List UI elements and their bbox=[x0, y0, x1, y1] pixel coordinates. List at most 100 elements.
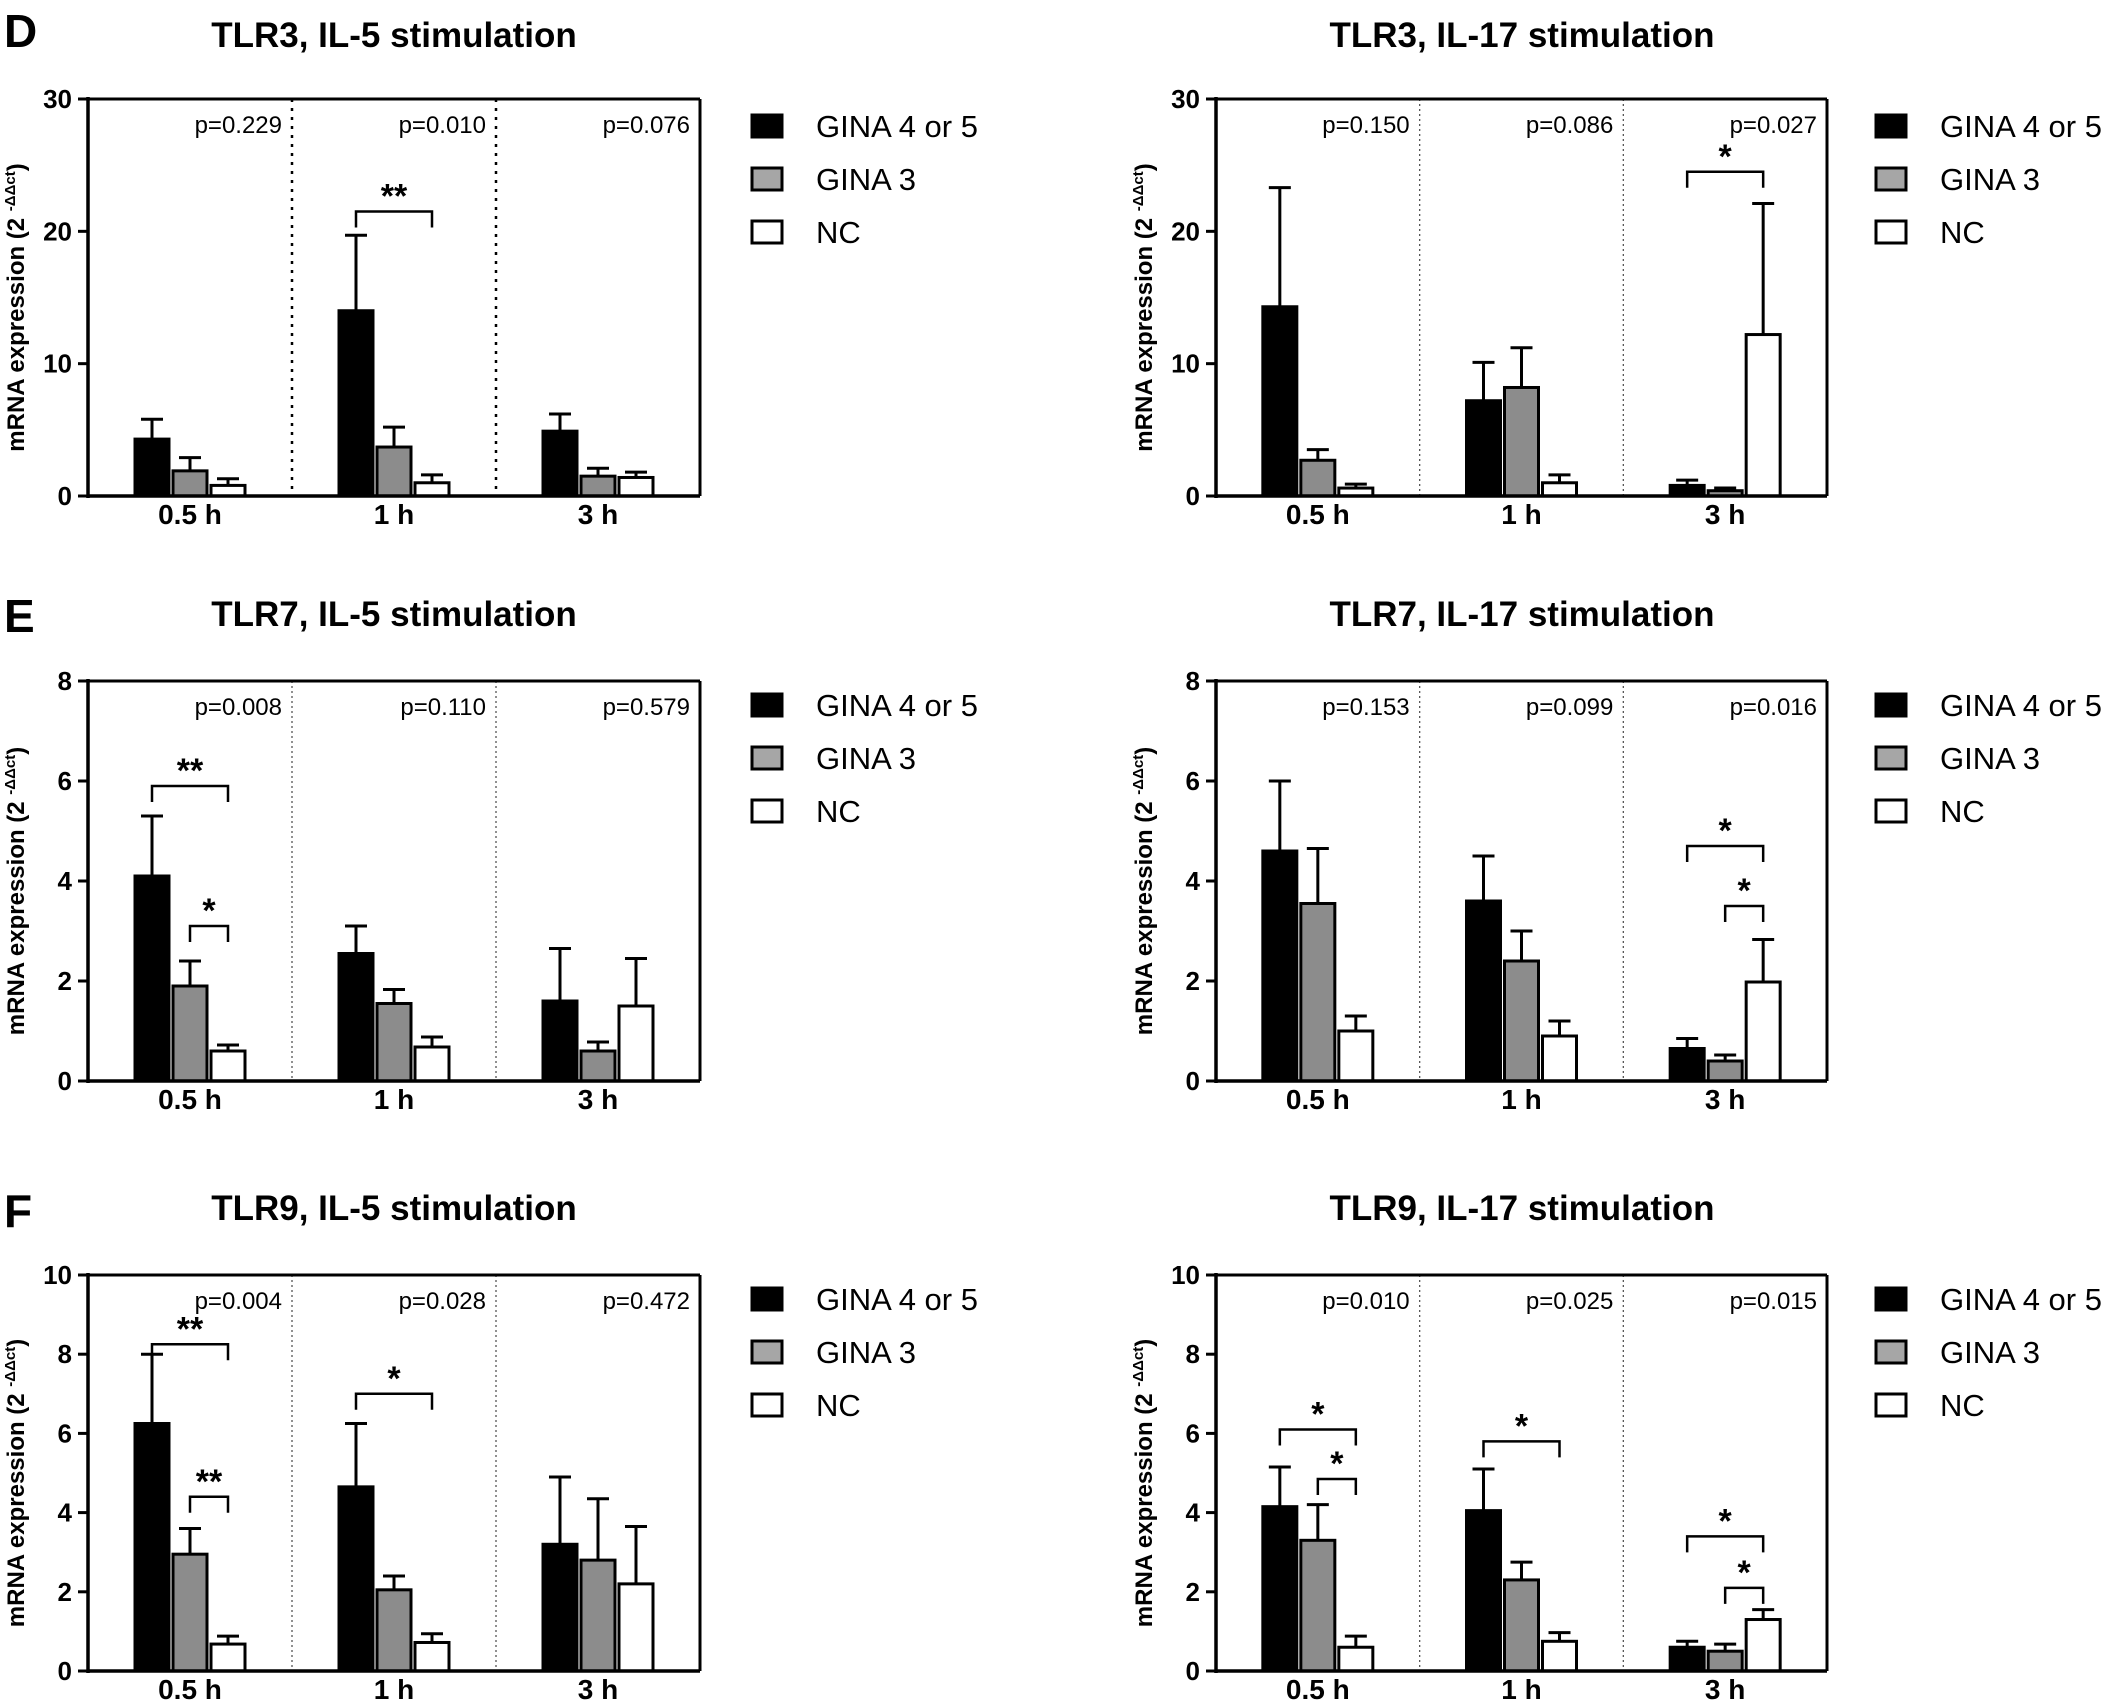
y-axis-title-main: mRNA expression (2 bbox=[3, 211, 30, 452]
bar-gina-4-or-5 bbox=[133, 1422, 171, 1673]
significance-bracket bbox=[150, 1343, 230, 1361]
significance-marker: * bbox=[1311, 1395, 1325, 1433]
bar-gina-3 bbox=[171, 984, 209, 1083]
chart-panel-1: TLR3, IL-5 stimulation 0 10 20 30 mRNA expres… bbox=[2, 16, 978, 530]
legend-label: NC bbox=[1940, 794, 1985, 829]
y-tick-label: 4 bbox=[1186, 866, 1201, 896]
bar-nc bbox=[1541, 481, 1578, 498]
x-tick-label: 3 h bbox=[1705, 499, 1745, 530]
bar-nc bbox=[1337, 1029, 1375, 1083]
significance-marker: * bbox=[202, 892, 216, 930]
y-tick-label: 6 bbox=[58, 766, 72, 796]
legend-label: GINA 3 bbox=[1940, 1335, 2040, 1370]
y-axis-title-main: mRNA expression (2 bbox=[1131, 795, 1158, 1036]
bar-nc bbox=[413, 481, 451, 498]
chart-title: TLR7, IL-5 stimulation bbox=[211, 595, 577, 634]
significance-marker: * bbox=[387, 1360, 401, 1398]
significance-bracket bbox=[354, 210, 434, 228]
significance-marker: ** bbox=[177, 752, 204, 790]
significance-bracket bbox=[1685, 1535, 1765, 1553]
bar-gina-3 bbox=[1706, 1059, 1744, 1083]
legend-label: GINA 4 or 5 bbox=[1940, 1282, 2102, 1317]
y-axis-title-exponent: -ΔΔct bbox=[1130, 755, 1147, 795]
bar-nc bbox=[617, 475, 655, 498]
y-tick-label: 6 bbox=[58, 1418, 72, 1448]
x-tick-label: 0.5 h bbox=[1286, 1674, 1350, 1700]
bar-gina-4-or-5 bbox=[541, 429, 579, 498]
y-tick-label: 10 bbox=[43, 349, 72, 379]
bar-gina-3 bbox=[579, 1558, 617, 1673]
bar-gina-4-or-5 bbox=[541, 1542, 579, 1673]
bar-gina-3 bbox=[1503, 385, 1540, 498]
significance-bracket bbox=[1685, 844, 1765, 862]
legend-label: GINA 3 bbox=[816, 1335, 916, 1370]
p-value-label: p=0.110 bbox=[400, 694, 486, 721]
x-tick-label: 1 h bbox=[374, 1674, 414, 1700]
bar-nc bbox=[1337, 1645, 1375, 1673]
p-value-label: p=0.076 bbox=[603, 112, 690, 139]
x-tick-label: 3 h bbox=[578, 1084, 618, 1115]
y-tick-label: 4 bbox=[58, 866, 73, 896]
significance-bracket bbox=[1316, 1477, 1358, 1495]
p-value-label: p=0.016 bbox=[1730, 694, 1817, 721]
y-tick-label: 0 bbox=[58, 481, 72, 511]
bar-gina-3 bbox=[171, 1552, 209, 1673]
legend-swatch bbox=[750, 219, 784, 245]
legend-swatch bbox=[1874, 798, 1908, 824]
bar-gina-4-or-5 bbox=[1261, 305, 1299, 498]
y-tick-label: 8 bbox=[1186, 1339, 1200, 1369]
legend-label: GINA 3 bbox=[816, 162, 916, 197]
significance-bracket bbox=[1723, 1586, 1765, 1604]
legend-label: GINA 3 bbox=[1940, 741, 2040, 776]
p-value-label: p=0.579 bbox=[603, 694, 690, 721]
significance-marker: * bbox=[1515, 1407, 1529, 1445]
chart-title: TLR3, IL-17 stimulation bbox=[1329, 16, 1714, 55]
bar-gina-3 bbox=[375, 1588, 413, 1673]
y-tick-label: 20 bbox=[43, 216, 72, 246]
bar-gina-3 bbox=[1706, 1649, 1744, 1673]
y-tick-label: 0 bbox=[58, 1066, 72, 1096]
p-value-label: p=0.028 bbox=[399, 1288, 486, 1315]
bar-gina-3 bbox=[579, 474, 617, 498]
legend-label: GINA 4 or 5 bbox=[1940, 109, 2102, 144]
y-axis-title: mRNA expression (2 -ΔΔct) bbox=[2, 747, 30, 1035]
legend-label: NC bbox=[1940, 1388, 1985, 1423]
p-value-label: p=0.027 bbox=[1730, 112, 1817, 139]
y-axis-title-close: ) bbox=[3, 163, 30, 171]
chart-title: TLR7, IL-17 stimulation bbox=[1329, 595, 1714, 634]
legend-swatch bbox=[750, 113, 784, 139]
bar-gina-4-or-5 bbox=[337, 309, 375, 498]
legend-swatch bbox=[1874, 1392, 1908, 1418]
x-tick-label: 1 h bbox=[1501, 1674, 1541, 1700]
chart-panel-4: TLR7, IL-17 stimulation 0 2 4 6 8 mRNA express… bbox=[1130, 595, 2102, 1115]
y-tick-label: 2 bbox=[1186, 1577, 1200, 1607]
legend-label: NC bbox=[816, 215, 861, 250]
x-tick-label: 3 h bbox=[578, 499, 618, 530]
legend-label: NC bbox=[816, 794, 861, 829]
y-tick-label: 2 bbox=[1186, 966, 1200, 996]
y-axis-title-close: ) bbox=[1131, 163, 1158, 171]
bar-gina-4-or-5 bbox=[1261, 1505, 1299, 1673]
p-value-label: p=0.010 bbox=[1322, 1288, 1409, 1315]
y-axis-title-close: ) bbox=[1131, 1339, 1158, 1347]
significance-marker: * bbox=[1738, 1554, 1752, 1592]
significance-marker: * bbox=[1330, 1445, 1344, 1483]
x-tick-label: 1 h bbox=[1501, 499, 1541, 530]
y-axis-title-main: mRNA expression (2 bbox=[1131, 211, 1158, 452]
y-axis-title-exponent: -ΔΔct bbox=[2, 755, 19, 795]
bar-gina-4-or-5 bbox=[1465, 1509, 1502, 1673]
bar-gina-4-or-5 bbox=[1668, 1047, 1706, 1083]
panel-letter-d: D bbox=[4, 5, 38, 57]
y-tick-label: 10 bbox=[43, 1260, 72, 1290]
y-axis-title-exponent: -ΔΔct bbox=[1130, 1347, 1147, 1387]
bar-nc bbox=[1744, 333, 1782, 498]
y-axis-title: mRNA expression (2 -ΔΔct) bbox=[1130, 1339, 1158, 1627]
y-tick-label: 2 bbox=[58, 1577, 72, 1607]
bar-gina-3 bbox=[1503, 1578, 1540, 1673]
legend-label: NC bbox=[1940, 215, 1985, 250]
x-tick-label: 1 h bbox=[374, 1084, 414, 1115]
p-value-label: p=0.472 bbox=[603, 1288, 690, 1315]
significance-marker: ** bbox=[196, 1463, 223, 1501]
bar-gina-4-or-5 bbox=[1465, 399, 1502, 498]
bar-nc bbox=[1744, 1618, 1782, 1673]
